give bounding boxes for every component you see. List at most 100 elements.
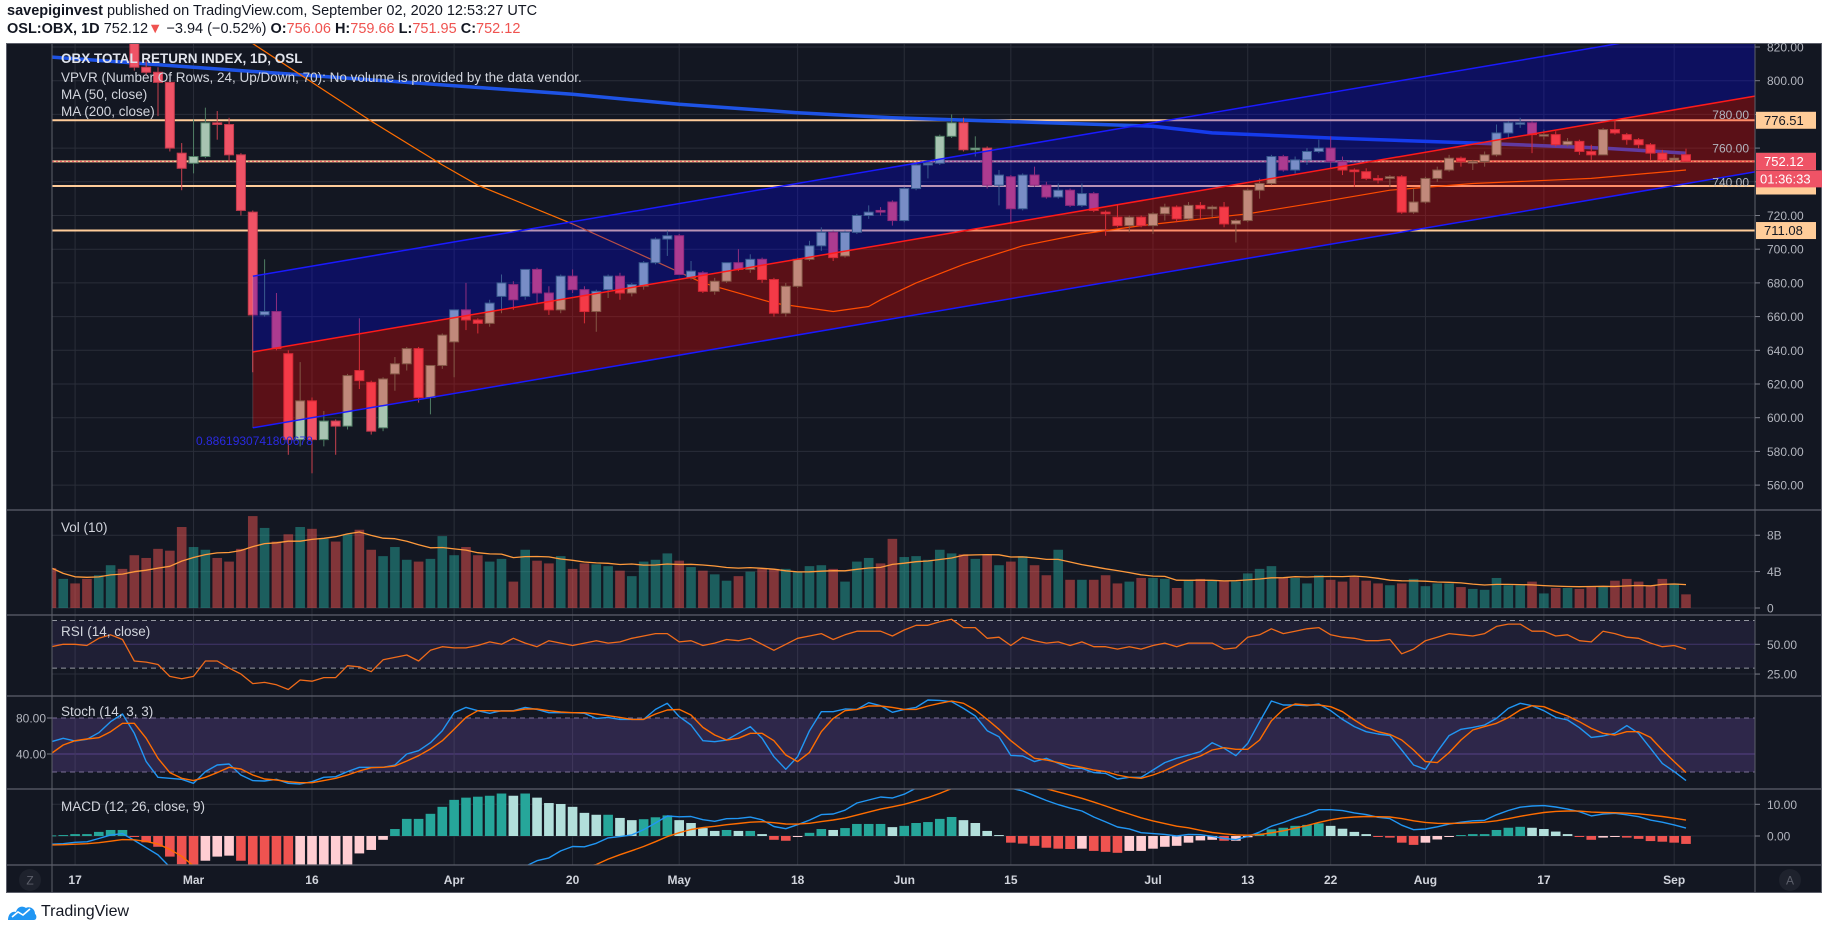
price-pane[interactable]: 0.8861930741800678 xyxy=(47,43,1755,474)
time-axis-label: 20 xyxy=(566,873,580,887)
volume-bar xyxy=(1349,577,1360,608)
volume-bar xyxy=(816,565,827,608)
candle-body xyxy=(176,152,187,169)
time-axis-label: May xyxy=(668,873,692,887)
volume-bar xyxy=(165,550,175,608)
time-axis-label: 13 xyxy=(1241,873,1255,887)
volume-bar xyxy=(1562,587,1573,608)
candle-body xyxy=(1207,206,1218,210)
candle-body xyxy=(555,275,566,311)
macd-histogram-bar xyxy=(923,822,933,836)
macd-histogram-bar xyxy=(188,836,199,865)
candle-body xyxy=(603,275,614,291)
auto-button-bg[interactable] xyxy=(1779,869,1801,891)
volume-bar xyxy=(698,570,708,608)
time-axis-label: Aug xyxy=(1414,873,1437,887)
chart-title[interactable]: OBX TOTAL RETURN INDEX, 1D, OSL xyxy=(61,51,303,66)
volume-bar xyxy=(188,547,199,608)
macd-histogram-bar xyxy=(271,836,282,865)
candle-body xyxy=(1088,193,1099,211)
macd-histogram-bar xyxy=(698,828,708,836)
candle-body xyxy=(1065,189,1076,206)
macd-histogram-bar xyxy=(934,818,945,836)
macd-histogram-bar xyxy=(1550,831,1561,836)
volume-bar xyxy=(567,568,578,608)
level-price-tag[interactable] xyxy=(1756,222,1816,240)
volume-axis-label: 4B xyxy=(1767,565,1782,579)
z-button-label[interactable]: Z xyxy=(26,874,33,888)
volume-bar xyxy=(283,534,294,608)
open-value: 756.06 xyxy=(286,21,331,37)
macd-histogram-bar xyxy=(1337,828,1348,836)
candle-body xyxy=(887,201,898,222)
candle-body xyxy=(863,211,874,217)
candle-body xyxy=(922,162,933,166)
volume-bar xyxy=(1669,583,1679,608)
tradingview-logo[interactable]: TradingView xyxy=(7,900,129,924)
macd-histogram-bar xyxy=(1633,836,1644,839)
axes[interactable]: 820.00 800.00 780.00 760.00 740.00 720.00 700.… xyxy=(6,43,1822,893)
volume-bar xyxy=(224,561,234,608)
level-price-label: 711.08 xyxy=(1764,223,1803,238)
low-label: L: xyxy=(398,21,413,37)
volume-pane[interactable] xyxy=(47,516,1691,608)
candle-body xyxy=(1515,122,1526,125)
volume-bar xyxy=(1468,588,1478,608)
chart-frame[interactable]: 0.8861930741800678 820.00 800.00 780.00 760… xyxy=(6,43,1822,893)
legend-volume[interactable]: Vol (10) xyxy=(61,520,108,535)
legend-rsi[interactable]: RSI (14, close) xyxy=(61,624,151,639)
level-price-label: 776.51 xyxy=(1764,113,1804,128)
candle-body xyxy=(579,289,590,313)
volume-bar xyxy=(378,556,388,608)
legend-vpvr[interactable]: VPVR (Number Of Rows, 24, Up/Down, 70): … xyxy=(61,70,582,85)
time-axis-label: 17 xyxy=(68,873,82,887)
time-axis-label: Sep xyxy=(1663,873,1685,887)
volume-bar xyxy=(1456,587,1466,608)
macd-histogram-bar xyxy=(165,836,175,857)
time-axis-label: 16 xyxy=(305,873,319,887)
macd-histogram-bar xyxy=(1515,826,1525,836)
legend-stoch[interactable]: Stoch (14, 3, 3) xyxy=(61,704,154,719)
stoch-axis-label: 80.00 xyxy=(16,712,46,726)
macd-histogram-bar xyxy=(745,830,756,836)
candle-body xyxy=(318,420,329,441)
candle-body xyxy=(899,188,910,222)
legend-ma200[interactable]: MA (200, close) xyxy=(61,104,155,119)
volume-bar xyxy=(780,568,791,608)
candle-body xyxy=(259,311,270,316)
volume-bar xyxy=(769,568,779,608)
legend-macd[interactable]: MACD (12, 26, close, 9) xyxy=(61,799,206,814)
macd-histogram-bar xyxy=(638,819,649,836)
volume-bar xyxy=(875,563,886,608)
macd-histogram-bar xyxy=(236,836,246,861)
candle-body xyxy=(1562,140,1573,146)
stoch-pane[interactable] xyxy=(51,699,1755,785)
candle-body xyxy=(1491,132,1502,156)
candle-body xyxy=(354,370,365,382)
volume-bar xyxy=(1290,577,1300,608)
rsi-pane[interactable] xyxy=(51,618,1755,691)
z-button-bg[interactable] xyxy=(19,869,41,891)
regression-mid-line xyxy=(252,95,1755,353)
auto-button-label[interactable]: A xyxy=(1786,874,1794,888)
volume-bar xyxy=(638,561,649,608)
last-price: 752.12 xyxy=(103,21,149,37)
candle-body xyxy=(1301,150,1312,161)
volume-bar xyxy=(1053,549,1064,608)
volume-bar xyxy=(899,557,910,608)
volume-bar xyxy=(105,565,116,608)
candle-body xyxy=(437,334,448,366)
candle-body xyxy=(1266,156,1277,184)
volume-bar xyxy=(484,561,495,608)
price-axis-label: 660.00 xyxy=(1767,310,1804,324)
auto-scale-button[interactable]: A xyxy=(1779,869,1801,891)
tradingview-brand: TradingView xyxy=(41,903,130,920)
macd-pane[interactable] xyxy=(47,787,1691,867)
volume-bar xyxy=(236,548,246,608)
candle-body xyxy=(1479,154,1490,163)
level-price-tag[interactable] xyxy=(1756,111,1816,129)
chart-canvas[interactable]: 0.8861930741800678 820.00 800.00 780.00 760… xyxy=(6,43,1822,893)
legend-ma50[interactable]: MA (50, close) xyxy=(61,87,148,102)
z-button[interactable]: Z xyxy=(19,869,41,891)
author-name[interactable]: savepiginvest xyxy=(7,3,103,19)
